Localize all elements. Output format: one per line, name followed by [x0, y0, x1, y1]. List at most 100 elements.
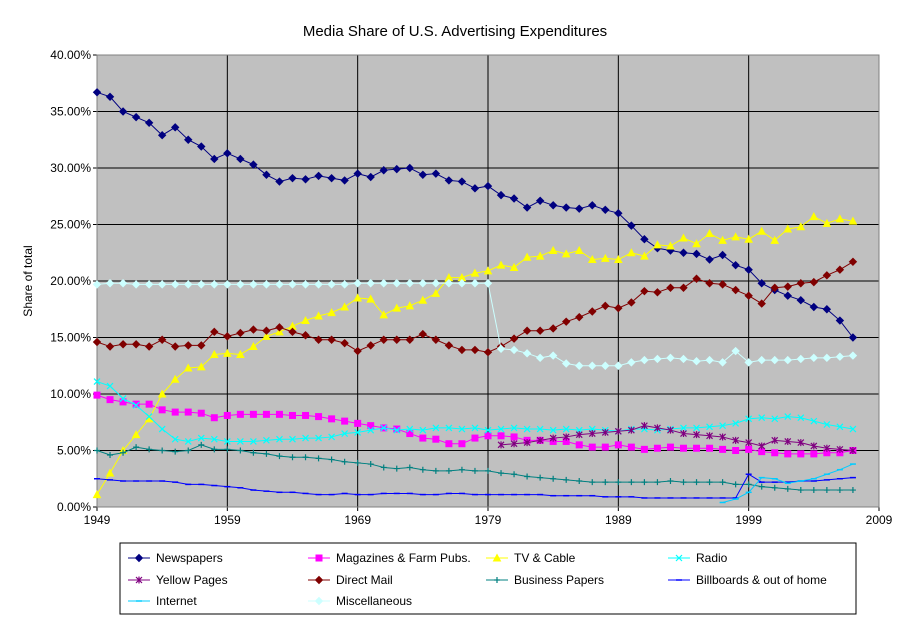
- marker: [823, 421, 831, 428]
- marker: [797, 414, 805, 422]
- marker: [693, 431, 700, 439]
- marker: [354, 459, 361, 466]
- marker: [210, 414, 218, 422]
- marker: [509, 345, 519, 355]
- marker: [197, 280, 206, 289]
- marker: [537, 474, 544, 481]
- marker: [485, 467, 491, 474]
- marker: [535, 326, 545, 335]
- marker: [848, 333, 858, 342]
- marker: [640, 251, 649, 260]
- marker: [419, 434, 427, 442]
- marker: [796, 296, 806, 305]
- marker: [653, 354, 662, 364]
- marker: [92, 490, 102, 499]
- marker: [457, 279, 467, 288]
- marker: [797, 450, 805, 458]
- marker: [654, 424, 661, 432]
- marker: [640, 445, 648, 453]
- marker: [223, 280, 232, 289]
- marker: [262, 170, 271, 179]
- y-axis-label: Share of total: [21, 245, 35, 316]
- marker: [314, 575, 324, 585]
- marker: [497, 441, 505, 449]
- marker: [561, 203, 571, 212]
- marker: [666, 283, 675, 292]
- marker: [106, 396, 114, 404]
- chart-title: Media Share of U.S. Advertising Expendit…: [303, 23, 607, 40]
- marker: [249, 438, 257, 445]
- marker: [328, 433, 336, 441]
- marker: [157, 280, 167, 289]
- marker: [393, 425, 401, 433]
- marker: [680, 430, 687, 438]
- marker: [327, 280, 336, 289]
- marker: [223, 149, 232, 158]
- marker: [131, 340, 141, 349]
- marker: [809, 302, 819, 312]
- marker: [628, 479, 635, 486]
- series: [92, 257, 858, 357]
- marker: [210, 154, 219, 164]
- marker: [198, 441, 205, 448]
- y-tick-label: 40.00%: [50, 48, 91, 62]
- marker: [718, 358, 727, 367]
- marker: [340, 176, 349, 185]
- marker: [509, 334, 519, 343]
- marker: [275, 327, 284, 336]
- marker: [494, 577, 500, 583]
- marker: [484, 426, 492, 434]
- marker: [146, 446, 153, 453]
- marker: [353, 169, 362, 178]
- marker: [157, 335, 167, 344]
- marker: [145, 413, 153, 421]
- marker: [510, 440, 518, 448]
- marker: [223, 438, 231, 445]
- marker: [836, 445, 844, 453]
- marker: [484, 432, 492, 440]
- x-tick-label: 1999: [735, 513, 762, 527]
- marker: [93, 391, 101, 399]
- marker: [849, 447, 857, 454]
- marker: [836, 487, 843, 494]
- marker: [693, 444, 701, 452]
- marker: [380, 424, 388, 432]
- marker: [562, 425, 570, 433]
- marker: [783, 291, 792, 300]
- marker: [575, 431, 583, 439]
- legend-label: TV & Cable: [514, 551, 576, 565]
- marker: [640, 234, 649, 244]
- marker: [822, 271, 832, 280]
- marker: [418, 295, 428, 304]
- marker: [524, 473, 531, 480]
- marker: [288, 173, 297, 183]
- marker: [770, 355, 779, 365]
- marker: [667, 426, 674, 434]
- marker: [418, 170, 428, 179]
- marker: [588, 443, 596, 451]
- y-tick-label: 25.00%: [50, 218, 91, 232]
- marker: [314, 596, 324, 606]
- marker: [184, 135, 193, 144]
- marker: [301, 331, 310, 340]
- marker: [120, 449, 127, 456]
- marker: [379, 166, 388, 175]
- marker: [784, 413, 792, 421]
- marker: [523, 439, 531, 447]
- marker: [849, 487, 856, 494]
- marker: [784, 450, 792, 458]
- marker: [445, 424, 453, 432]
- marker: [523, 425, 531, 433]
- marker: [458, 425, 466, 433]
- marker: [185, 447, 192, 454]
- marker: [184, 280, 193, 289]
- marker: [770, 283, 779, 292]
- marker: [667, 478, 674, 485]
- marker: [289, 454, 296, 461]
- marker: [771, 449, 779, 457]
- marker: [588, 307, 597, 316]
- marker: [810, 417, 818, 425]
- marker: [680, 479, 687, 486]
- marker: [262, 280, 271, 289]
